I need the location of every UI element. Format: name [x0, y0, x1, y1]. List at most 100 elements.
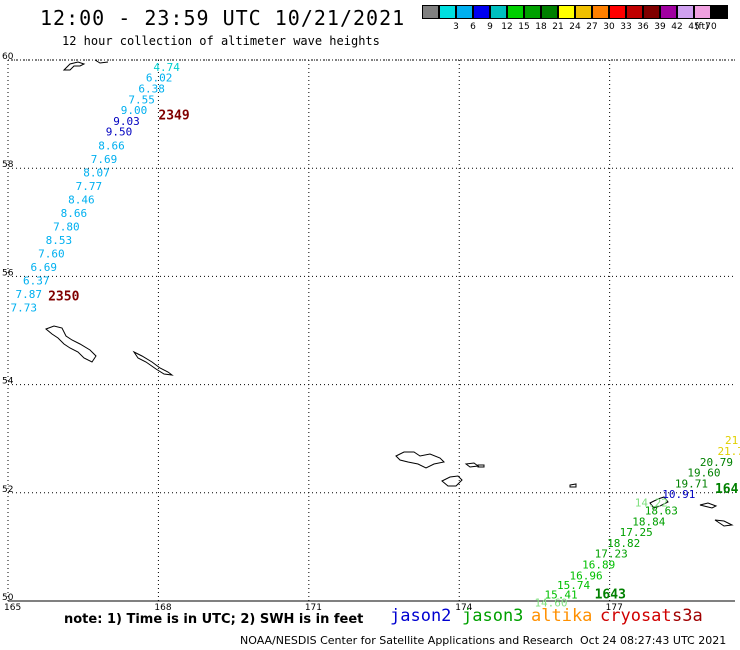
- coastline-islands: [45, 59, 734, 527]
- wave-height-reading: 21.78: [717, 445, 740, 458]
- wave-height-reading: 6.02: [146, 72, 173, 85]
- page-title: 12:00 - 23:59 UTC 10/21/2021: [40, 6, 406, 30]
- pass-time-label: 164: [715, 482, 739, 497]
- wave-height-reading: 18.82: [607, 537, 640, 550]
- lon-label: 165: [4, 603, 21, 613]
- legend-label: 3: [453, 22, 459, 32]
- legend-label: 45: [688, 22, 700, 32]
- wave-height-reading: 16.96: [570, 569, 603, 582]
- legend-swatch: [660, 5, 677, 19]
- lat-label: 56: [2, 268, 14, 278]
- pass-time-label: 1643: [595, 587, 626, 602]
- legend-label: 6: [470, 22, 476, 32]
- lat-label: 60: [2, 52, 14, 62]
- wave-height-reading: 7.55: [128, 93, 155, 106]
- pass-time-label: 2350: [48, 290, 79, 305]
- wave-height-reading: 9.00: [121, 104, 148, 117]
- legend-swatch: [422, 5, 439, 19]
- wave-height-reading: 16.89: [582, 559, 615, 572]
- legend-label: 30: [603, 22, 615, 32]
- wave-height-reading: 15.41: [544, 588, 577, 601]
- wave-height-reading: 17.23: [595, 548, 628, 561]
- legend-swatch: [677, 5, 694, 19]
- wave-height-reading: 9.50: [106, 126, 133, 139]
- legend-swatch: [643, 5, 660, 19]
- pass-time-label: 2349: [158, 109, 189, 124]
- legend-swatch: [626, 5, 643, 19]
- legend-label: 21: [552, 22, 564, 32]
- legend-label: 70: [705, 22, 717, 32]
- agattu-island: [441, 475, 463, 487]
- wave-height-reading: 6.38: [138, 82, 165, 95]
- wave-height-reading: 19.60: [687, 467, 720, 480]
- wave-height-reading: 10.91: [662, 488, 695, 501]
- wave-height-reading: 14.22: [635, 496, 668, 509]
- satellite-label-altika: altika: [531, 606, 593, 626]
- rat-islands: [699, 502, 718, 509]
- legend-swatch: [456, 5, 473, 19]
- wave-height-reading: 6.37: [23, 275, 50, 288]
- legend-swatch: [541, 5, 558, 19]
- footer-credit: NOAA/NESDIS Center for Satellite Applica…: [240, 634, 574, 647]
- legend-swatch: [507, 5, 524, 19]
- pass-time-labels: 2349 2350 1643 164: [48, 109, 738, 603]
- semichi-islet-1: [464, 462, 480, 468]
- satellite-label-jason3: jason3: [462, 606, 524, 626]
- wave-height-reading: 7.80: [53, 220, 80, 233]
- wave-height-reading: 7.69: [91, 153, 118, 166]
- wave-height-reading: 15.74: [557, 579, 590, 592]
- wave-height-reading: 7.60: [38, 247, 65, 260]
- wave-height-reading: 18.84: [632, 515, 665, 528]
- semichi-islet-2: [477, 464, 485, 468]
- legend-swatch: [473, 5, 490, 19]
- medny-island: [132, 350, 174, 376]
- legend-swatch: [439, 5, 456, 19]
- legend-label: 33: [620, 22, 632, 32]
- lon-label: 174: [455, 603, 472, 613]
- satellite-label-cryosat: cryosat: [600, 606, 672, 626]
- kiska-island: [649, 496, 669, 509]
- legend-label: 27: [586, 22, 598, 32]
- wave-height-reading: 8.66: [98, 139, 125, 152]
- lon-label: 171: [305, 603, 322, 613]
- wave-height-reading: 18.63: [645, 504, 678, 517]
- wave-height-reading: 9.03: [113, 115, 140, 128]
- wave-height-reading: 7.77: [76, 180, 103, 193]
- wave-height-reading: 20.79: [700, 456, 733, 469]
- lat-label: 52: [2, 485, 13, 495]
- wave-height-reading: 21.0: [725, 434, 740, 447]
- wave-height-reading: 7.73: [11, 302, 38, 315]
- legend-swatch: [592, 5, 609, 19]
- wave-height-reading: 4.74: [153, 61, 180, 74]
- legend-swatch: [694, 5, 711, 19]
- legend-swatch: [711, 5, 728, 19]
- legend-label: 15: [518, 22, 530, 32]
- footer-note: note: 1) Time is in UTC; 2) SWH is in fe…: [64, 612, 364, 627]
- wave-height-reading: 8.46: [68, 193, 95, 206]
- amchitka-island: [714, 519, 734, 527]
- wave-height-reading: 8.53: [46, 234, 73, 247]
- lon-label: 168: [154, 603, 171, 613]
- page-subtitle: 12 hour collection of altimeter wave hei…: [62, 34, 380, 48]
- wave-height-reading: 8.07: [83, 166, 110, 179]
- legend-label: 42: [671, 22, 683, 32]
- wave-height-reading: 14.60: [534, 596, 567, 609]
- legend-swatch: [558, 5, 575, 19]
- wave-height-reading: 8.66: [61, 207, 88, 220]
- legend-label: 24: [569, 22, 581, 32]
- map-frame: [8, 59, 735, 602]
- lon-label: 177: [606, 603, 623, 613]
- attu-island: [395, 451, 446, 469]
- lat-label: 58: [2, 160, 14, 170]
- wave-height-reading: 7.87: [16, 288, 43, 301]
- altimeter-readings: 4.746.026.387.559.009.039.508.667.698.07…: [11, 61, 740, 610]
- bering-island: [45, 325, 97, 363]
- wave-height-reading: 6.69: [31, 261, 58, 274]
- legend-label: 18: [535, 22, 547, 32]
- satellite-label-jason2: jason2: [390, 606, 452, 626]
- lat-label: 50: [2, 593, 14, 603]
- legend-label: 39: [654, 22, 666, 32]
- kamchatka-coast: [62, 61, 86, 71]
